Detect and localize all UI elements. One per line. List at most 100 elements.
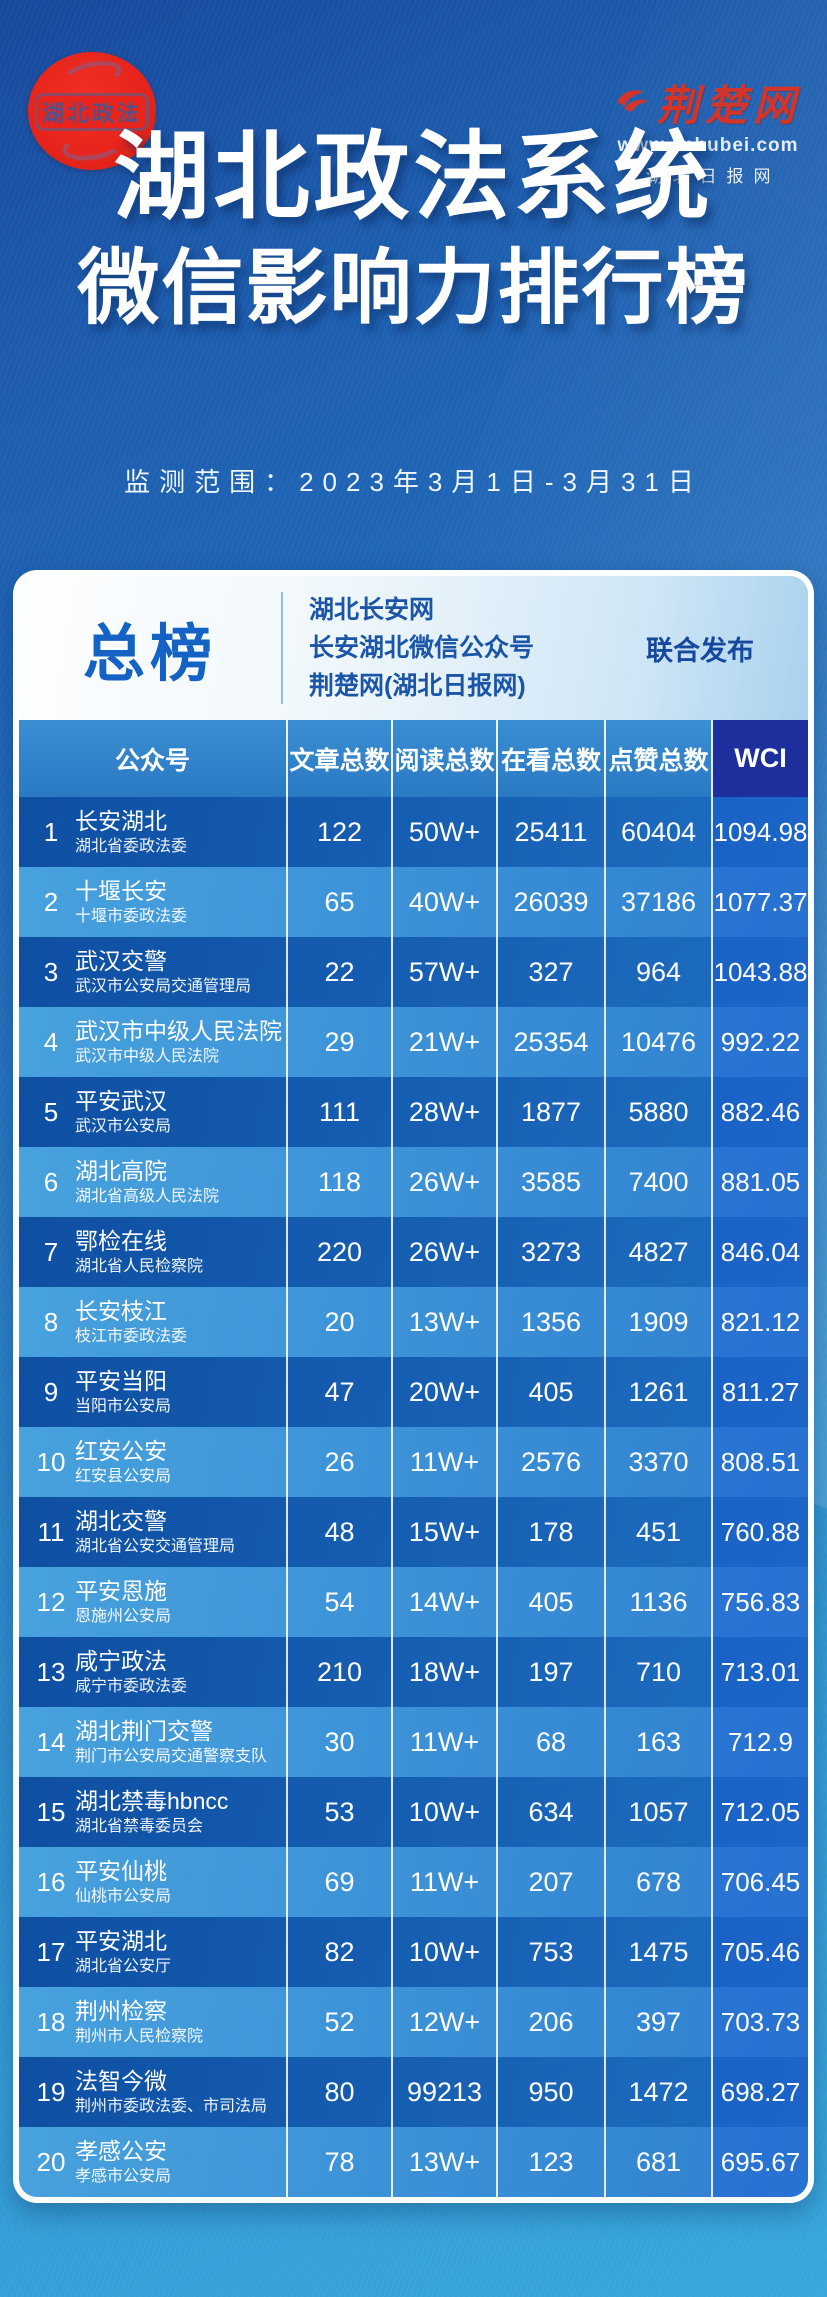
reads-cell: 26W+	[391, 1217, 496, 1287]
rank-number: 8	[43, 1306, 59, 1337]
table-row: 1 长安湖北 湖北省委政法委 122 50W+ 25411 60404 1094…	[19, 797, 808, 867]
views-cell: 25411	[496, 797, 604, 867]
account-cell: 3 武汉交警 武汉市公安局交通管理局	[19, 937, 286, 1007]
account-cell: 5 平安武汉 武汉市公安局	[19, 1077, 286, 1147]
articles-cell: 26	[286, 1427, 391, 1497]
account-name: 平安当阳	[75, 1367, 167, 1394]
reads-cell: 11W+	[391, 1847, 496, 1917]
reads-cell: 11W+	[391, 1427, 496, 1497]
views-cell: 405	[496, 1357, 604, 1427]
rank-number: 19	[36, 2076, 66, 2107]
account-cell: 18 荆州检察 荆州市人民检察院	[19, 1987, 286, 2057]
wci-cell: 705.46	[711, 1917, 808, 1987]
rank-number: 9	[43, 1376, 59, 1407]
account-name: 湖北交警	[75, 1507, 167, 1534]
account-org: 十堰市委政法委	[75, 907, 188, 925]
account-cell: 1 长安湖北 湖北省委政法委	[19, 797, 286, 867]
table-row: 19 法智今微 荆州市委政法委、市司法局 80 99213 950 1472 6…	[19, 2057, 808, 2127]
rank-number: 12	[36, 1586, 66, 1617]
views-cell: 197	[496, 1637, 604, 1707]
table-row: 14 湖北荆门交警 荆门市公安局交通警察支队 30 11W+ 68 163 71…	[19, 1707, 808, 1777]
rank-number: 17	[36, 1936, 66, 1967]
reads-cell: 13W+	[391, 2127, 496, 2197]
account-cell: 8 长安枝江 枝江市委政法委	[19, 1287, 286, 1357]
account-cell: 10 红安公安 红安县公安局	[19, 1427, 286, 1497]
seal-text: 湖北政法	[41, 101, 142, 126]
reads-cell: 40W+	[391, 867, 496, 937]
rank-number: 18	[36, 2006, 66, 2037]
table-row: 12 平安恩施 恩施州公安局 54 14W+ 405 1136 756.83	[19, 1567, 808, 1637]
account-org: 孝感市公安局	[75, 2167, 172, 2185]
reads-cell: 28W+	[391, 1077, 496, 1147]
account-org: 武汉市公安局交通管理局	[75, 977, 252, 995]
account-name: 长安枝江	[75, 1297, 167, 1324]
rank-number: 20	[36, 2146, 66, 2177]
articles-cell: 65	[286, 867, 391, 937]
wci-cell: 1043.88	[711, 937, 808, 1007]
account-name: 法智今微	[75, 2067, 167, 2094]
wci-cell: 712.9	[711, 1707, 808, 1777]
rank-number: 16	[36, 1866, 66, 1897]
likes-cell: 3370	[604, 1427, 711, 1497]
account-cell: 15 湖北禁毒hbncc 湖北省禁毒委员会	[19, 1777, 286, 1847]
wci-cell: 712.05	[711, 1777, 808, 1847]
articles-cell: 22	[286, 937, 391, 1007]
table-row: 4 武汉市中级人民法院 武汉市中级人民法院 29 21W+ 25354 1047…	[19, 1007, 808, 1077]
account-cell: 7 鄂检在线 湖北省人民检察院	[19, 1217, 286, 1287]
account-org: 武汉市公安局	[75, 1117, 172, 1135]
account-org: 恩施州公安局	[75, 1607, 172, 1625]
brand-tagline: 湖北日报网	[645, 167, 781, 186]
likes-cell: 678	[604, 1847, 711, 1917]
reads-cell: 50W+	[391, 797, 496, 867]
wci-cell: 760.88	[711, 1497, 808, 1567]
account-name: 十堰长安	[75, 877, 167, 904]
table-row: 17 平安湖北 湖北省公安厅 82 10W+ 753 1475 705.46	[19, 1917, 808, 1987]
likes-cell: 10476	[604, 1007, 711, 1077]
table-row: 7 鄂检在线 湖北省人民检察院 220 26W+ 3273 4827 846.0…	[19, 1217, 808, 1287]
likes-cell: 37186	[604, 867, 711, 937]
account-name: 孝感公安	[75, 2137, 167, 2164]
account-name: 平安湖北	[75, 1927, 167, 1954]
rank-number: 5	[43, 1096, 59, 1127]
account-cell: 19 法智今微 荆州市委政法委、市司法局	[19, 2057, 286, 2127]
table-body: 1 长安湖北 湖北省委政法委 122 50W+ 25411 60404 1094…	[19, 797, 808, 2197]
articles-cell: 48	[286, 1497, 391, 1567]
account-cell: 11 湖北交警 湖北省公安交通管理局	[19, 1497, 286, 1567]
articles-cell: 53	[286, 1777, 391, 1847]
wci-cell: 811.27	[711, 1357, 808, 1427]
wci-cell: 698.27	[711, 2057, 808, 2127]
header-cell-account: 公众号	[114, 746, 190, 775]
views-cell: 1877	[496, 1077, 604, 1147]
monitor-range-subtitle: 监测范围：2023年3月1日-3月31日	[0, 462, 827, 499]
monitor-range-dates: 2023年3月1日-3月31日	[299, 467, 703, 497]
likes-cell: 5880	[604, 1077, 711, 1147]
table-row: 16 平安仙桃 仙桃市公安局 69 11W+ 207 678 706.45	[19, 1847, 808, 1917]
card-badge: 总榜	[82, 620, 217, 689]
views-cell: 3585	[496, 1147, 604, 1217]
wci-cell: 821.12	[711, 1287, 808, 1357]
account-org: 湖北省高级人民法院	[75, 1187, 220, 1205]
source-line-3: 荆楚网(湖北日报网)	[309, 671, 526, 700]
account-cell: 4 武汉市中级人民法院 武汉市中级人民法院	[19, 1007, 286, 1077]
account-org: 仙桃市公安局	[75, 1887, 172, 1905]
rank-number: 14	[36, 1726, 66, 1757]
views-cell: 26039	[496, 867, 604, 937]
account-org: 湖北省人民检察院	[75, 1257, 204, 1275]
account-org: 湖北省禁毒委员会	[75, 1817, 204, 1835]
rank-number: 15	[36, 1796, 66, 1827]
views-cell: 68	[496, 1707, 604, 1777]
wci-cell: 695.67	[711, 2127, 808, 2197]
wci-cell: 1094.98	[711, 797, 808, 867]
likes-cell: 163	[604, 1707, 711, 1777]
account-cell: 14 湖北荆门交警 荆门市公安局交通警察支队	[19, 1707, 286, 1777]
articles-cell: 30	[286, 1707, 391, 1777]
articles-cell: 69	[286, 1847, 391, 1917]
account-cell: 16 平安仙桃 仙桃市公安局	[19, 1847, 286, 1917]
reads-cell: 21W+	[391, 1007, 496, 1077]
likes-cell: 60404	[604, 797, 711, 867]
swoosh-icon	[615, 85, 651, 120]
wci-cell: 882.46	[711, 1077, 808, 1147]
account-org: 荆州市人民检察院	[75, 2027, 204, 2045]
rank-number: 4	[43, 1026, 59, 1057]
